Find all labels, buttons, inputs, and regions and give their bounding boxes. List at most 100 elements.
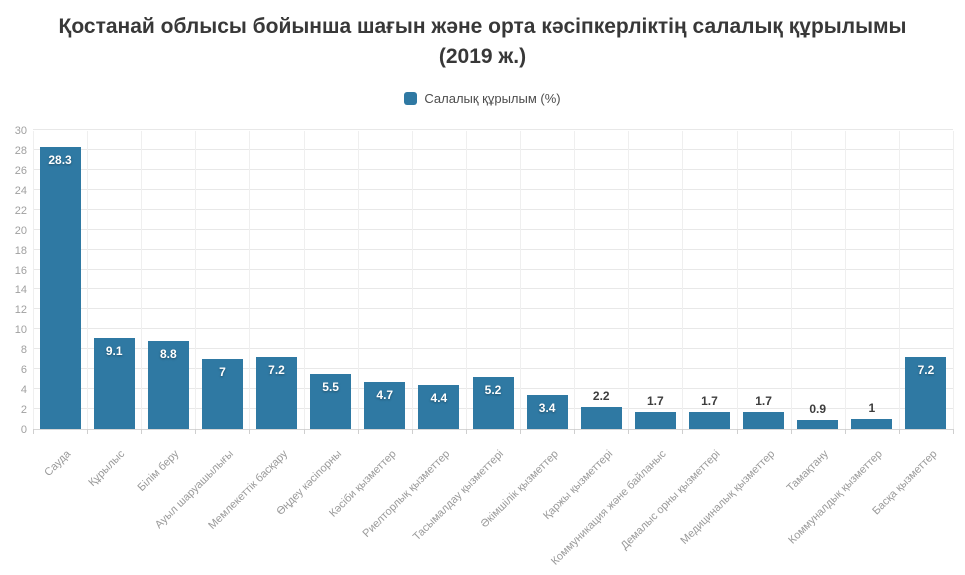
y-axis: 0 2 4 6 8 10 12 14 16 18 20 22 24 26 28 30 [0, 126, 27, 436]
gridline-horizontal [33, 268, 953, 270]
x-axis-tick [249, 429, 250, 434]
gridline-vertical [520, 131, 521, 429]
gridline-vertical [87, 131, 88, 429]
plot-area: 28.3 9.1 8.8 7 7.2 5.5 4.7 4.4 5.2 3.4 2.2 1.7 1.7 1.… [33, 129, 954, 434]
bar-6: 5.5 [310, 374, 352, 429]
bar-value-label: 7.2 [268, 363, 285, 378]
bar-value-label: 3.4 [538, 401, 556, 416]
x-axis-label: Білім беру [135, 448, 182, 494]
gridline-vertical [304, 131, 305, 429]
bar-7: 4.7 [364, 382, 406, 429]
bar-value-label: 28.3 [48, 152, 72, 167]
x-axis-tick [358, 429, 359, 434]
x-axis-tick [141, 429, 142, 434]
bar-15: 0.9 [797, 402, 839, 429]
gridline-horizontal [33, 208, 953, 210]
y-tick-label: 0 [20, 424, 27, 436]
x-axis-label: Демалыс орны қызметтері [618, 448, 723, 553]
gridline-vertical [141, 131, 142, 429]
gridline-horizontal [33, 129, 953, 130]
bar-3: 8.8 [147, 341, 189, 429]
gridline-horizontal [33, 368, 953, 370]
gridline-vertical [791, 131, 792, 429]
bar-17: 7.2 [905, 357, 947, 429]
gridline-vertical [466, 131, 467, 429]
y-tick-label: 12 [14, 304, 27, 317]
x-axis-tick [520, 429, 521, 434]
y-tick-label: 26 [14, 164, 27, 177]
gridline-vertical [628, 131, 629, 429]
bar-16: 1 [851, 401, 893, 429]
x-axis-labels: Сауда Құрылыс Білім беру Ауыл шаруашылығы Ме… [33, 438, 953, 568]
x-axis-label: Құрылыс [86, 448, 128, 489]
bar-4: 7 [201, 359, 243, 429]
gridline-horizontal [33, 148, 953, 150]
gridline-horizontal [33, 328, 953, 330]
bar-value-label: 1.7 [701, 394, 718, 409]
bar-value-label: 9.1 [105, 344, 123, 359]
bar-value-label: 1.7 [755, 394, 772, 409]
x-axis-label: Тасымалдау қызметтері [411, 448, 507, 544]
bar-5: 7.2 [256, 357, 298, 429]
x-axis-label: Коммуналдық қызметтер [786, 448, 886, 547]
bar-value-label: 7.2 [917, 363, 935, 378]
y-tick-label: 24 [14, 184, 27, 197]
gridline-vertical [682, 131, 683, 429]
x-axis-label: Тамақтану [784, 448, 832, 495]
bar-value-label: 8.8 [159, 347, 177, 362]
bar-value-label: 5.2 [484, 383, 502, 398]
y-tick-label: 16 [14, 264, 27, 277]
x-axis-tick [574, 429, 575, 434]
y-tick-label: 28 [14, 144, 27, 157]
x-axis-tick [87, 429, 88, 434]
gridline-horizontal [33, 168, 953, 170]
gridline-vertical [412, 131, 413, 429]
bar-value-label: 1.7 [647, 394, 664, 409]
bar-11: 2.2 [580, 389, 622, 429]
y-tick-label: 18 [14, 244, 27, 257]
bar-2: 9.1 [93, 338, 135, 429]
bar-14: 1.7 [743, 394, 785, 429]
gridline-horizontal [33, 308, 953, 310]
y-tick-label: 8 [20, 344, 27, 357]
x-axis-tick [628, 429, 629, 434]
bar-value-label: 4.4 [430, 391, 448, 406]
bar-value-label: 1 [868, 401, 876, 416]
x-axis-tick [304, 429, 305, 434]
gridline-vertical [249, 131, 250, 429]
x-axis-tick [466, 429, 467, 434]
bar-value-label: 7 [219, 365, 226, 380]
gridline-vertical [574, 131, 575, 429]
y-tick-label: 20 [14, 224, 27, 237]
x-axis-tick [899, 429, 900, 434]
gridline-vertical [358, 131, 359, 429]
x-axis-tick [33, 429, 34, 434]
x-axis-tick [195, 429, 196, 434]
bar-9: 5.2 [472, 377, 514, 429]
legend-label: Салалық құрылым (%) [424, 91, 561, 106]
y-tick-label: 14 [14, 284, 27, 297]
gridline-vertical [899, 131, 900, 429]
y-tick-label: 6 [20, 364, 27, 377]
x-axis-tick [737, 429, 738, 434]
gridline-vertical [33, 131, 34, 429]
x-axis-label: Коммуникация және байланыс [549, 448, 669, 568]
bar-value-label: 5.5 [322, 380, 339, 395]
bar-value-label: 2.2 [592, 389, 610, 404]
legend-swatch-icon [404, 92, 418, 105]
bar-value-label: 0.9 [809, 402, 827, 417]
gridline-vertical [953, 131, 954, 429]
y-tick-label: 22 [14, 204, 27, 217]
x-axis-tick [953, 429, 954, 434]
x-axis-label: Риелторлық қызметтер [360, 448, 453, 540]
legend: Салалық құрылым (%) [0, 91, 965, 106]
x-axis-label: Медициналық қызметтер [678, 448, 778, 547]
x-axis-tick [845, 429, 846, 434]
gridline-vertical [195, 131, 196, 429]
bar-10: 3.4 [526, 395, 568, 429]
gridline-horizontal [33, 248, 953, 250]
chart-title: Қостанай облысы бойынша шағын және орта … [58, 15, 907, 68]
bar-13: 1.7 [688, 394, 730, 429]
y-tick-label: 10 [14, 324, 27, 337]
